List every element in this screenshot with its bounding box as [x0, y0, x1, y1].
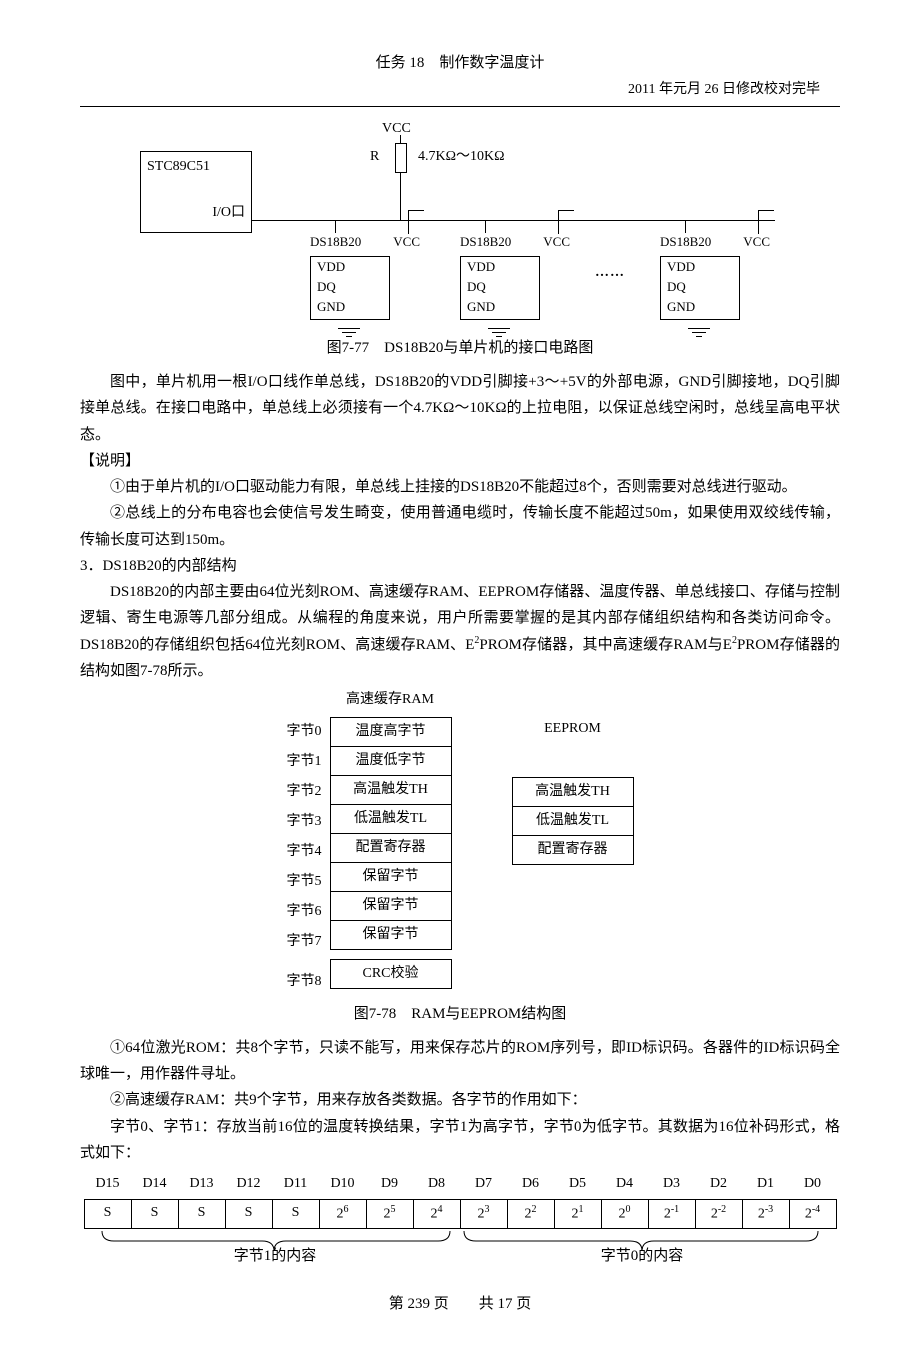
- ground-icon: [481, 328, 517, 337]
- mcu-label: STC89C51: [141, 152, 251, 183]
- page-footer: 第 239 页 共 17 页: [80, 1291, 840, 1317]
- circuit-diagram: VCC R 4.7KΩ～10KΩ STC89C51 I/O口 DS18B20 V…: [140, 121, 780, 331]
- mcu-box: STC89C51 I/O口: [140, 151, 252, 233]
- ground-icon: [681, 328, 717, 337]
- bit-values: SSSSS262524232221202-12-22-32-4: [84, 1199, 836, 1228]
- note-1: ①由于单片机的I/O口驱动能力有限，单总线上挂接的DS18B20不能超过8个，否…: [80, 474, 840, 500]
- page-header: 任务 18 制作数字温度计: [80, 50, 840, 76]
- section-3-title: 3．DS18B20的内部结构: [80, 553, 840, 579]
- bit-headers: D15D14D13D12D11D10D9D8D7D6D5D4D3D2D1D0: [84, 1172, 836, 1199]
- eeprom-title: EEPROM: [512, 717, 634, 742]
- figure-7-78-caption: 图7-78 RAM与EEPROM结构图: [80, 1001, 840, 1027]
- paragraph-ram: ②高速缓存RAM：共9个字节，用来存放各类数据。各字节的作用如下：: [80, 1087, 840, 1113]
- note-2: ②总线上的分布电容也会使信号发生畸变，使用普通电缆时，传输长度不能超过50m，如…: [80, 500, 840, 553]
- ground-icon: [331, 328, 367, 337]
- brace-byte0: 字节0的内容: [562, 1243, 722, 1269]
- notes-label: 【说明】: [80, 448, 840, 474]
- r-value: 4.7KΩ～10KΩ: [418, 145, 505, 170]
- memory-diagram: 高速缓存RAM 字节0 字节1 字节2 字节3 字节4 字节5 字节6 字节7 …: [230, 688, 690, 997]
- paragraph-intro: 图中，单片机用一根I/O口线作单总线，DS18B20的VDD引脚接+3～+5V的…: [80, 369, 840, 448]
- vcc-label: VCC: [382, 117, 411, 142]
- sensor-3: DS18B20 VCC VDD DQ GND: [660, 231, 770, 320]
- paragraph-bytes: 字节0、字节1：存放当前16位的温度转换结果，字节1为高字节，字节0为低字节。其…: [80, 1114, 840, 1167]
- ram-title: 高速缓存RAM: [90, 688, 690, 713]
- eeprom-cells: EEPROM 高温触发TH 低温触发TL 配置寄存器: [512, 717, 634, 866]
- header-title: 任务 18 制作数字温度计: [376, 55, 545, 71]
- paragraph-rom: ①64位激光ROM：共8个字节，只读不能写，用来保存芯片的ROM序列号，即ID标…: [80, 1035, 840, 1088]
- brace-byte1: 字节1的内容: [195, 1243, 355, 1269]
- brace-row: 字节1的内容 字节0的内容: [80, 1229, 840, 1251]
- figure-7-77-caption: 图7-77 DS18B20与单片机的接口电路图: [80, 335, 840, 361]
- paragraph-structure: DS18B20的内部主要由64位光刻ROM、高速缓存RAM、EEPROM存储器、…: [80, 579, 840, 684]
- r-label: R: [370, 145, 379, 170]
- sensor-1: DS18B20 VCC VDD DQ GND: [310, 231, 420, 320]
- resistor-box: [395, 143, 407, 173]
- sensor-2: DS18B20 VCC VDD DQ GND: [460, 231, 570, 320]
- header-date: 2011 年元月 26 日修改校对完毕: [80, 78, 840, 107]
- byte-labels: 字节0 字节1 字节2 字节3 字节4 字节5 字节6 字节7 字节8: [287, 717, 322, 997]
- ellipsis: ……: [595, 261, 625, 286]
- ram-cells: 温度高字节 温度低字节 高温触发TH 低温触发TL 配置寄存器 保留字节 保留字…: [330, 717, 452, 997]
- io-label: I/O口: [212, 201, 245, 226]
- bit-format-table: D15D14D13D12D11D10D9D8D7D6D5D4D3D2D1D0 S…: [84, 1172, 837, 1229]
